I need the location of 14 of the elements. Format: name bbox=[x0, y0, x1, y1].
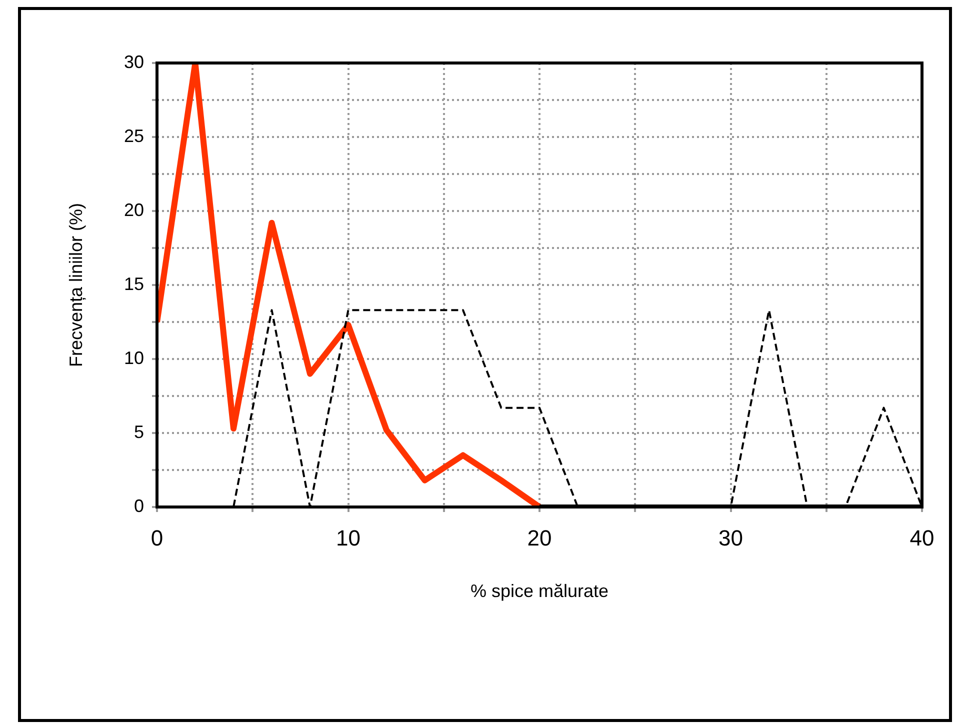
x-tick-label: 20 bbox=[527, 525, 552, 550]
y-tick-label: 5 bbox=[134, 422, 144, 442]
y-tick-label: 30 bbox=[124, 52, 144, 72]
x-tick-label: 0 bbox=[150, 525, 164, 550]
x-tick-label: 40 bbox=[910, 525, 934, 550]
x-axis-title: % spice mălurate bbox=[470, 581, 609, 602]
y-tick-label: 15 bbox=[124, 274, 144, 294]
x-tick-label: 10 bbox=[336, 525, 360, 550]
y-tick-label: 10 bbox=[124, 348, 144, 368]
x-tick-label: 30 bbox=[718, 525, 743, 550]
y-axis-title: Frecvența liniilor (%) bbox=[66, 202, 86, 368]
y-tick-label: 0 bbox=[134, 496, 144, 516]
y-tick-label: 25 bbox=[124, 126, 144, 146]
y-tick-label: 20 bbox=[124, 200, 144, 220]
